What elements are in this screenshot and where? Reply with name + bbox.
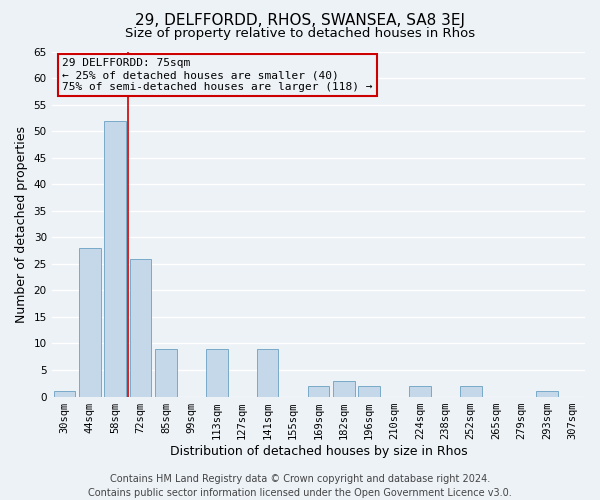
Text: 29 DELFFORDD: 75sqm
← 25% of detached houses are smaller (40)
75% of semi-detach: 29 DELFFORDD: 75sqm ← 25% of detached ho… — [62, 58, 373, 92]
Bar — [536, 392, 557, 396]
Bar — [409, 386, 431, 396]
Y-axis label: Number of detached properties: Number of detached properties — [15, 126, 28, 322]
Bar — [358, 386, 380, 396]
Bar — [257, 349, 278, 397]
Bar — [308, 386, 329, 396]
Bar — [155, 349, 177, 397]
Bar — [130, 258, 151, 396]
Bar — [206, 349, 227, 397]
Bar — [333, 380, 355, 396]
Bar — [53, 392, 75, 396]
Bar — [79, 248, 101, 396]
Bar — [104, 120, 126, 396]
X-axis label: Distribution of detached houses by size in Rhos: Distribution of detached houses by size … — [170, 444, 467, 458]
Text: 29, DELFFORDD, RHOS, SWANSEA, SA8 3EJ: 29, DELFFORDD, RHOS, SWANSEA, SA8 3EJ — [135, 12, 465, 28]
Text: Size of property relative to detached houses in Rhos: Size of property relative to detached ho… — [125, 28, 475, 40]
Bar — [460, 386, 482, 396]
Text: Contains HM Land Registry data © Crown copyright and database right 2024.
Contai: Contains HM Land Registry data © Crown c… — [88, 474, 512, 498]
